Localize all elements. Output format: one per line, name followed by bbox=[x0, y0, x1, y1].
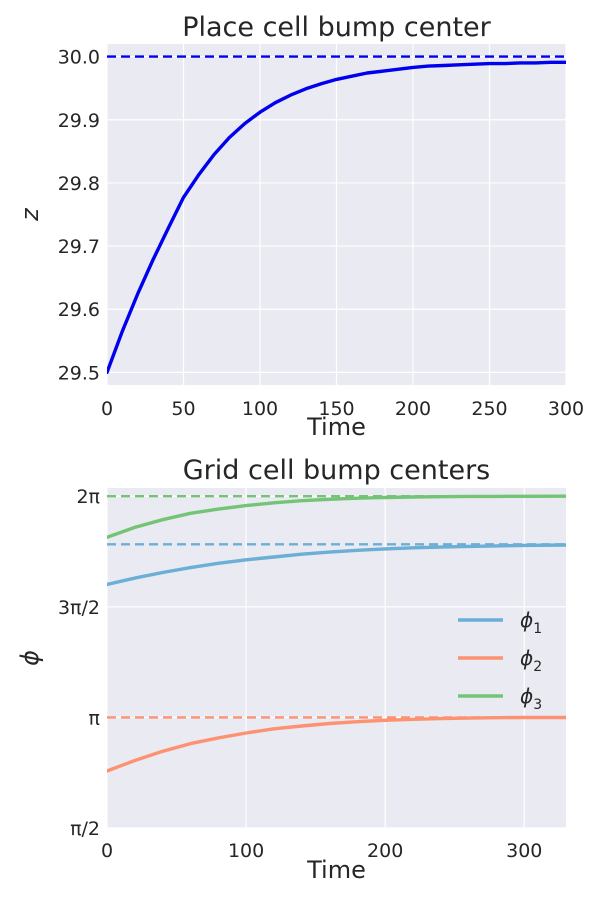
x-tick-label: 0 bbox=[101, 840, 113, 862]
y-tick-label: π bbox=[89, 707, 100, 729]
x-tick-label: 100 bbox=[228, 840, 264, 862]
y-tick-label: 3π/2 bbox=[58, 597, 100, 619]
x-tick-label: 100 bbox=[242, 398, 278, 420]
series-group bbox=[107, 55, 566, 375]
y-tick-label: 29.9 bbox=[58, 110, 100, 132]
x-tick-label: 0 bbox=[101, 398, 113, 420]
x-tick-label: 50 bbox=[171, 398, 195, 420]
x-tick-label: 200 bbox=[395, 398, 431, 420]
series-line-ϕ2 bbox=[107, 715, 566, 773]
x-tick-label: 150 bbox=[318, 398, 354, 420]
y-tick-label: 29.6 bbox=[58, 299, 100, 321]
series-group bbox=[107, 494, 566, 773]
x-axis-label: Time bbox=[306, 413, 366, 441]
y-tick-label: 29.8 bbox=[58, 173, 100, 195]
series-line-ϕ1 bbox=[107, 543, 566, 587]
x-tick-label: 300 bbox=[506, 840, 542, 862]
y-tick-label: π/2 bbox=[70, 818, 100, 840]
x-tick-labels: 0 50 100 150 200 250 300 bbox=[101, 398, 584, 420]
chart-title: Place cell bump center bbox=[182, 12, 491, 43]
chart-title: Grid cell bump centers bbox=[183, 455, 491, 486]
place-cell-chart: 0 50 100 150 200 250 300 29.5 29.6 29.7 29.8 29.9 3… bbox=[16, 12, 584, 441]
y-axis-label: ϕ bbox=[16, 650, 44, 666]
y-tick-labels: π/2 π 3π/2 2π bbox=[58, 486, 100, 840]
x-axis-label: Time bbox=[306, 856, 366, 884]
y-tick-label: 30.0 bbox=[58, 47, 100, 69]
y-axis-label: z bbox=[16, 207, 44, 222]
x-tick-label: 250 bbox=[471, 398, 507, 420]
x-tick-label: 300 bbox=[548, 398, 584, 420]
y-tick-label: 29.5 bbox=[58, 362, 100, 384]
series-line-ϕ3 bbox=[107, 494, 566, 539]
series-line bbox=[107, 60, 566, 375]
x-tick-label: 200 bbox=[367, 840, 403, 862]
y-tick-labels: 29.5 29.6 29.7 29.8 29.9 30.0 bbox=[58, 47, 100, 385]
y-tick-label: 29.7 bbox=[58, 236, 100, 258]
grid bbox=[106, 44, 567, 385]
x-tick-labels: 0 100 200 300 bbox=[101, 840, 542, 862]
y-tick-label: 2π bbox=[76, 486, 100, 508]
